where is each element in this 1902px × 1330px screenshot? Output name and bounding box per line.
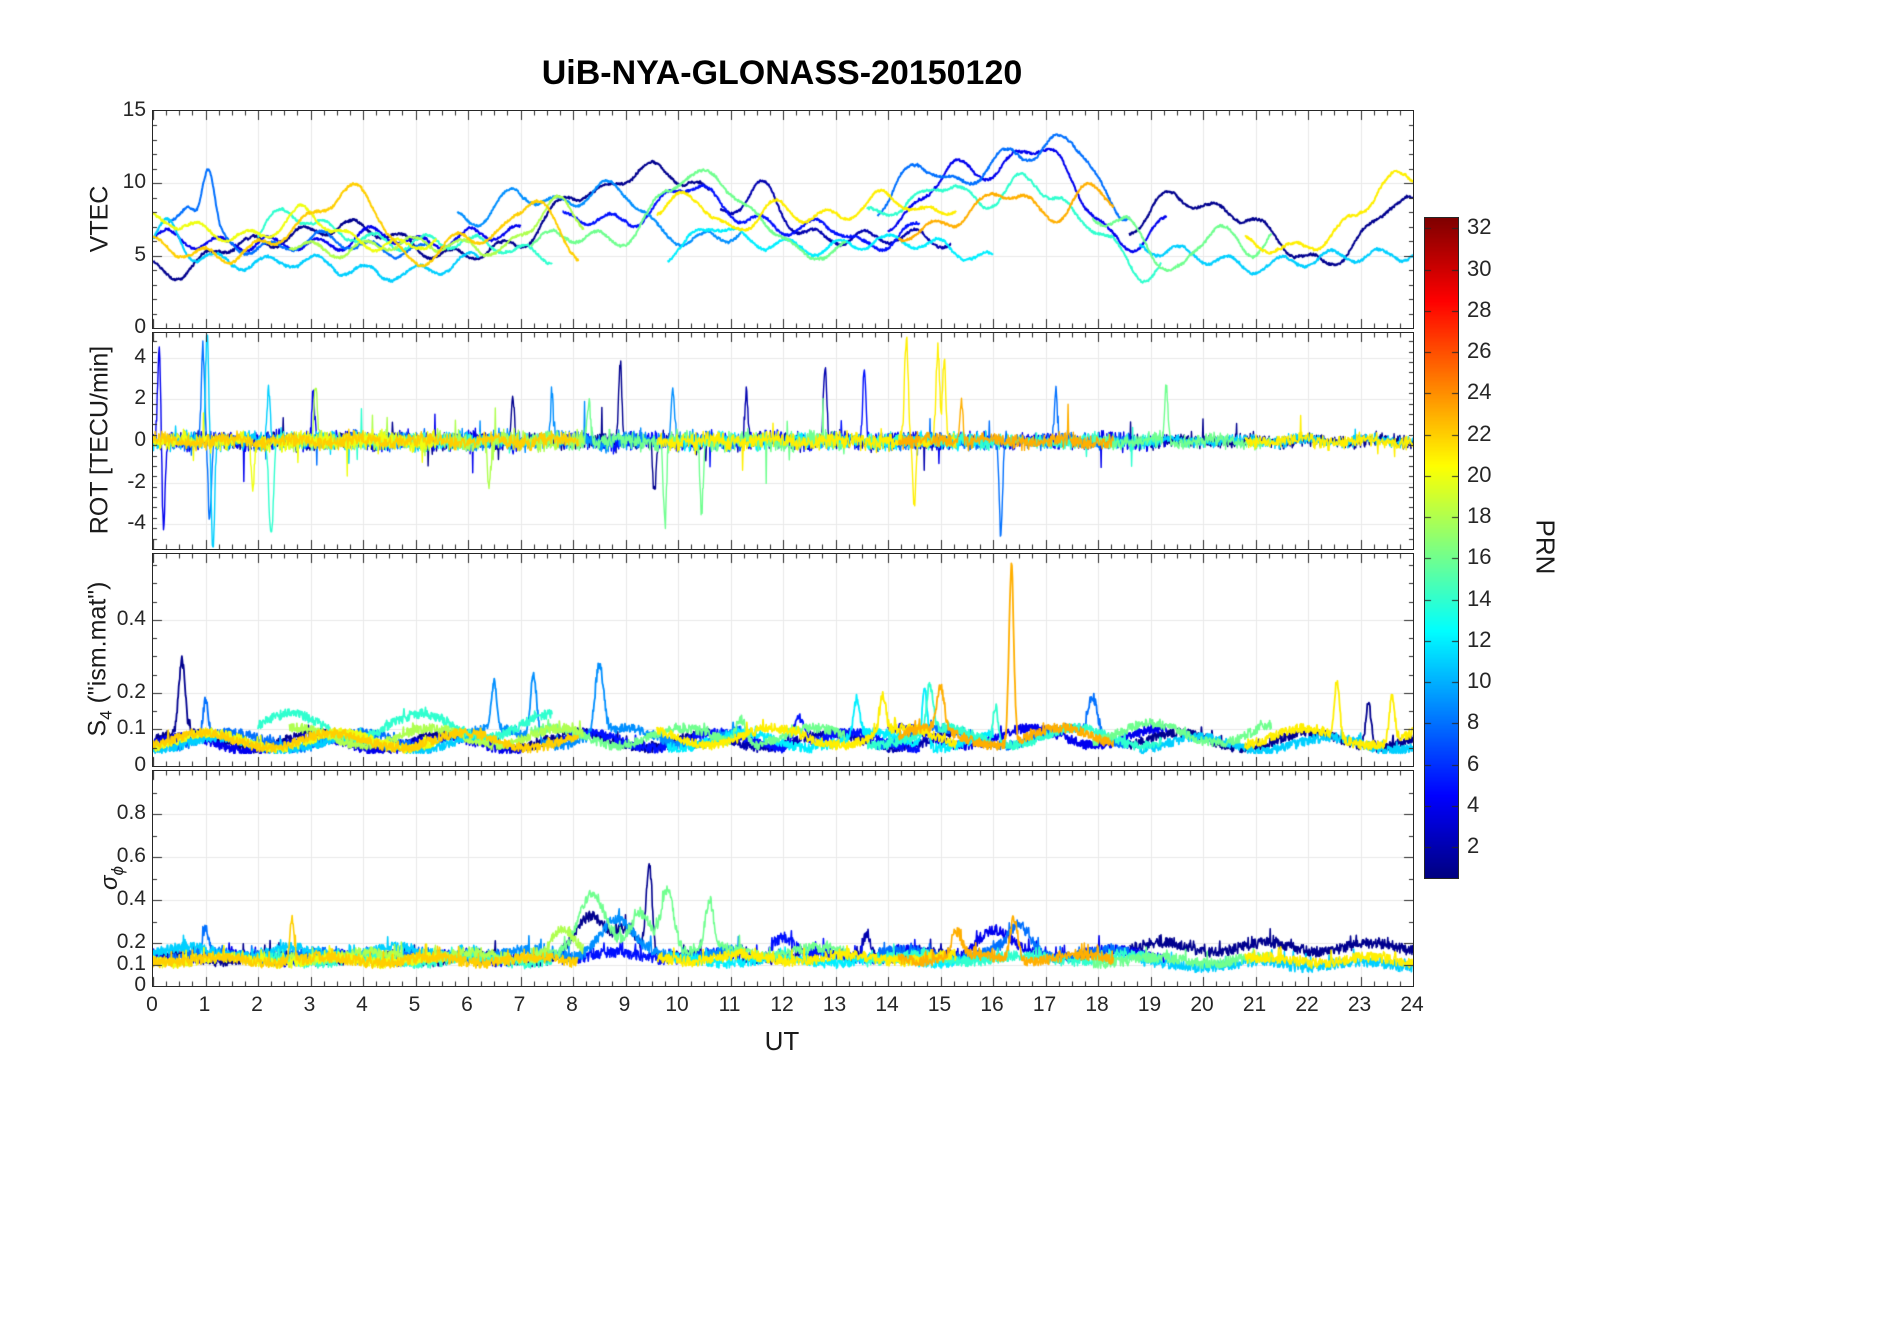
colorbar-tick-label: 10: [1467, 668, 1492, 694]
x-axis-label: UT: [764, 1026, 800, 1056]
panel-vtec-canvas: [153, 111, 1413, 328]
x-tick-label: 4: [356, 993, 368, 1016]
x-tick-label: 18: [1085, 993, 1109, 1016]
colorbar-tick-label: 4: [1467, 791, 1480, 817]
colorbar-tick-label: 26: [1467, 338, 1492, 364]
x-tick-label: 6: [461, 993, 473, 1016]
colorbar-tick-label: 16: [1467, 544, 1492, 570]
x-tick-label: 1: [198, 993, 211, 1016]
panel-sph-canvas: [153, 771, 1413, 986]
y-tick-label-rot: -2: [127, 469, 146, 493]
y-tick-label-sph: 0: [134, 973, 146, 996]
x-tick-label: 24: [1400, 993, 1424, 1016]
x-tick-label: 14: [875, 993, 899, 1016]
x-tick-label: 9: [618, 993, 631, 1016]
y-tick-label-s4: 0.1: [116, 716, 146, 740]
panel-s4: [152, 553, 1414, 767]
y-tick-label-s4: 0.2: [116, 679, 146, 703]
x-tick-label: 2: [251, 993, 263, 1016]
x-tick-label: 5: [408, 993, 421, 1016]
y-tick-label-sph: 0.1: [116, 951, 146, 975]
x-tick-label: 0: [146, 993, 158, 1016]
panel-vtec: [152, 110, 1414, 329]
x-tick-label: 15: [927, 993, 952, 1016]
colorbar-tick-label: 20: [1467, 461, 1492, 487]
y-tick-label-rot: 2: [134, 386, 146, 410]
colorbar-tick-label: 14: [1467, 585, 1492, 611]
colorbar-tick-label: 6: [1467, 750, 1480, 776]
x-tick-label: 20: [1190, 993, 1214, 1016]
x-tick-label: 10: [665, 993, 689, 1016]
x-tick-label: 13: [822, 993, 847, 1016]
x-tick-label: 22: [1295, 993, 1319, 1016]
y-tick-label-rot: 4: [134, 344, 146, 368]
y-tick-label-vtec: 5: [134, 242, 146, 266]
colorbar: [1424, 217, 1459, 879]
colorbar-tick-label: 22: [1467, 420, 1492, 446]
colorbar-tick-label: 24: [1467, 379, 1492, 405]
colorbar-tick-label: 2: [1467, 833, 1480, 859]
y-tick-label-vtec: 10: [122, 170, 146, 194]
x-tick-label: 3: [303, 993, 316, 1016]
x-tick-label: 16: [980, 993, 1004, 1016]
colorbar-canvas: [1425, 218, 1458, 878]
ylabel-vtec: VTEC: [85, 185, 114, 252]
ylabel-s4: S4 ("ism.mat"): [83, 581, 116, 737]
x-tick-label: 17: [1032, 993, 1057, 1016]
y-tick-label-s4: 0: [134, 753, 146, 776]
y-tick-label-vtec: 15: [122, 98, 146, 121]
ylabel-sph: σϕ: [96, 865, 127, 890]
panel-rot: [152, 332, 1414, 550]
x-tick-label: 19: [1137, 993, 1162, 1016]
x-tick-label: 23: [1347, 993, 1372, 1016]
x-tick-label: 11: [718, 993, 741, 1016]
colorbar-tick-label: 12: [1467, 626, 1492, 652]
panel-rot-canvas: [153, 333, 1413, 549]
colorbar-tick-label: 8: [1467, 709, 1480, 735]
y-tick-label-s4: 0.4: [116, 606, 146, 630]
y-tick-label-vtec: 0: [134, 315, 146, 338]
ylabel-rot: ROT [TECU/min]: [85, 345, 114, 535]
chart-title: UiB-NYA-GLONASS-20150120: [541, 54, 1023, 92]
y-tick-label-rot: -4: [127, 511, 146, 535]
colorbar-tick-label: 28: [1467, 296, 1492, 322]
colorbar-tick-label: 18: [1467, 503, 1492, 529]
x-tick-label: 21: [1242, 993, 1267, 1016]
y-tick-label-sph: 0.4: [116, 887, 146, 910]
y-tick-label-rot: 0: [134, 428, 146, 451]
x-tick-label: 12: [770, 993, 794, 1016]
x-tick-label: 7: [513, 993, 526, 1016]
panel-sph: [152, 770, 1414, 987]
y-tick-label-sph: 0.6: [116, 844, 146, 867]
y-tick-label-sph: 0.8: [116, 801, 146, 824]
y-tick-label-sph: 0.2: [116, 930, 146, 953]
colorbar-label: PRN: [1530, 519, 1561, 575]
x-tick-label: 8: [566, 993, 578, 1016]
panel-s4-canvas: [153, 554, 1413, 766]
colorbar-tick-label: 30: [1467, 255, 1492, 281]
colorbar-tick-label: 32: [1467, 214, 1492, 240]
